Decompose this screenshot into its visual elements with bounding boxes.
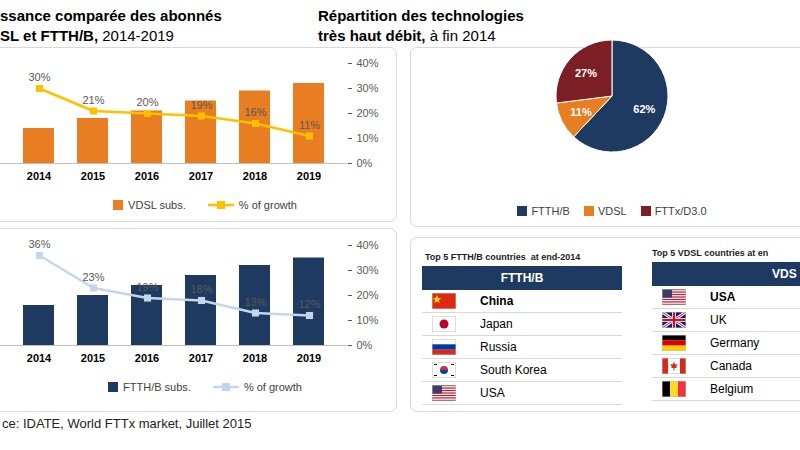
html-text:FTTH/B subs.: FTTH/B subs. [123,381,191,393]
svg-text:19%: 19% [190,99,212,111]
html-text:USA: USA [710,290,736,304]
html-text:ssance comparée des abonnés: ssance comparée des abonnés [0,7,222,24]
svg-text:30%: 30% [357,264,379,276]
svg-text:2015: 2015 [81,170,105,182]
svg-text:12%: 12% [298,298,320,310]
html-text:Japan: Japan [480,317,513,331]
svg-text:40%: 40% [357,57,379,69]
svg-text:10%: 10% [357,132,379,144]
html-text:VDS: VDS [772,267,797,281]
svg-text:40%: 40% [357,239,379,251]
html-text:UK: UK [710,313,727,327]
svg-text:13%: 13% [244,296,266,308]
svg-text:10%: 10% [357,314,379,326]
html-text:FTTH/B: FTTH/B [531,205,570,217]
svg-text:0%: 0% [357,157,373,169]
svg-text:21%: 21% [82,94,104,106]
svg-text:2014: 2014 [27,170,52,182]
svg-text:2019: 2019 [297,170,321,182]
svg-text:19%: 19% [136,281,158,293]
svg-text:11%: 11% [299,119,320,131]
html-text:% of growth: % of growth [238,199,297,211]
svg-text:2014: 2014 [27,352,52,364]
html-text:VDSL subs.: VDSL subs. [128,199,186,211]
html-text:SL et FTTH/B, 2014-2019: SL et FTTH/B, 2014-2019 [0,27,174,44]
svg-text:16%: 16% [244,106,266,118]
html-text:Germany: Germany [710,336,760,350]
html-text:South Korea: South Korea [480,363,547,377]
svg-text:2015: 2015 [81,352,105,364]
svg-text:20%: 20% [357,107,379,119]
svg-text:2019: 2019 [297,352,321,364]
svg-text:30%: 30% [28,71,50,83]
html-text:Répartition des technologies: Répartition des technologies [318,7,524,24]
html-text:China: China [480,294,514,308]
html-text:Top 5 VDSL countries at en: Top 5 VDSL countries at en [652,248,769,258]
svg-text:20%: 20% [357,289,379,301]
html-text:Canada: Canada [710,359,752,373]
svg-text:2018: 2018 [243,352,267,364]
svg-text:2017: 2017 [189,170,213,182]
html-text:% of growth: % of growth [243,381,302,393]
svg-text:2016: 2016 [135,352,159,364]
svg-text:2017: 2017 [189,352,213,364]
svg-text:30%: 30% [357,82,379,94]
svg-text:0%: 0% [357,339,373,351]
svg-text:2018: 2018 [243,170,267,182]
html-text:FTTx/D3.0: FTTx/D3.0 [654,205,707,217]
svg-text:20%: 20% [136,96,158,108]
html-text:USA: USA [480,386,505,400]
svg-text:36%: 36% [28,238,50,250]
html-text:Russia: Russia [480,340,517,354]
html-text:FTTH/B: FTTH/B [500,271,544,285]
html-text:Top 5 FTTH/B countries at end-: Top 5 FTTH/B countries at end-2014 [425,252,581,262]
html-text:Belgium: Belgium [710,382,754,396]
svg-text:2016: 2016 [135,170,159,182]
svg-text:23%: 23% [82,271,104,283]
svg-text:11%: 11% [570,106,592,118]
html-text:très haut débit, à fin 2014: très haut débit, à fin 2014 [318,27,496,44]
svg-text:18%: 18% [190,283,212,295]
html-text:ce: IDATE, World FTTx market,: ce: IDATE, World FTTx market, Juillet 20… [2,416,252,431]
html-text:VDSL: VDSL [597,205,627,217]
svg-text:62%: 62% [633,103,655,115]
svg-text:27%: 27% [575,67,597,79]
